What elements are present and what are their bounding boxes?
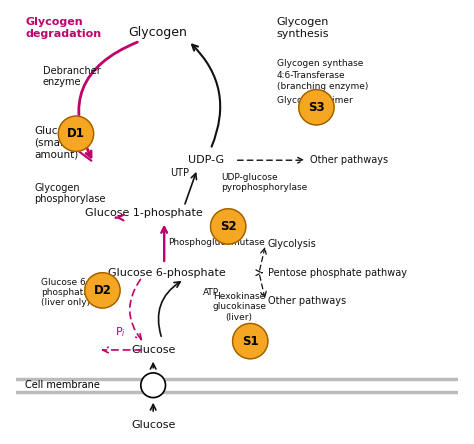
Text: Glucose 6-phosphate: Glucose 6-phosphate <box>108 268 225 278</box>
Text: Glycogen
degradation: Glycogen degradation <box>25 17 101 39</box>
Text: Glycolysis: Glycolysis <box>268 239 317 249</box>
Circle shape <box>210 209 246 244</box>
Text: S3: S3 <box>308 101 325 114</box>
Text: Glycogen primer: Glycogen primer <box>277 96 353 105</box>
Text: Debrancher
enzyme: Debrancher enzyme <box>43 66 100 87</box>
Text: Glycogen synthase: Glycogen synthase <box>277 59 363 67</box>
Text: Other pathways: Other pathways <box>268 297 346 306</box>
Text: Glucose 1-phosphate: Glucose 1-phosphate <box>85 208 203 218</box>
Circle shape <box>85 273 120 308</box>
Text: S2: S2 <box>220 220 237 233</box>
Text: Glycogen
synthesis: Glycogen synthesis <box>277 17 329 39</box>
Text: Glycogen
phosphorylase: Glycogen phosphorylase <box>34 182 106 204</box>
Text: Glucose: Glucose <box>131 420 175 430</box>
Text: Glycogen: Glycogen <box>128 26 187 39</box>
Text: Phosphoglucomutase: Phosphoglucomutase <box>169 238 265 247</box>
Text: Glucose
(small
amount): Glucose (small amount) <box>34 126 78 159</box>
Text: Glucose 6-
phosphatase
(liver only): Glucose 6- phosphatase (liver only) <box>41 278 99 308</box>
Text: 4:6-Transferase
(branching enzyme): 4:6-Transferase (branching enzyme) <box>277 71 368 91</box>
Text: Glucose: Glucose <box>131 345 175 355</box>
Circle shape <box>233 324 268 359</box>
Text: UTP: UTP <box>170 168 189 178</box>
Text: Pentose phosphate pathway: Pentose phosphate pathway <box>268 268 407 278</box>
Text: D2: D2 <box>93 284 111 297</box>
Text: UDP-G: UDP-G <box>188 155 224 165</box>
Text: Cell membrane: Cell membrane <box>25 380 100 390</box>
Circle shape <box>299 90 334 125</box>
Circle shape <box>58 116 93 151</box>
Text: Other pathways: Other pathways <box>310 155 388 165</box>
Text: ATP: ATP <box>202 288 219 297</box>
Text: S1: S1 <box>242 335 258 348</box>
Text: P$_i$: P$_i$ <box>115 325 126 339</box>
Text: Hexokinase
glucokinase
(liver): Hexokinase glucokinase (liver) <box>212 292 266 322</box>
Text: D1: D1 <box>67 127 85 140</box>
Text: UDP-glucose
pyrophosphorylase: UDP-glucose pyrophosphorylase <box>221 173 308 192</box>
Circle shape <box>141 373 165 398</box>
